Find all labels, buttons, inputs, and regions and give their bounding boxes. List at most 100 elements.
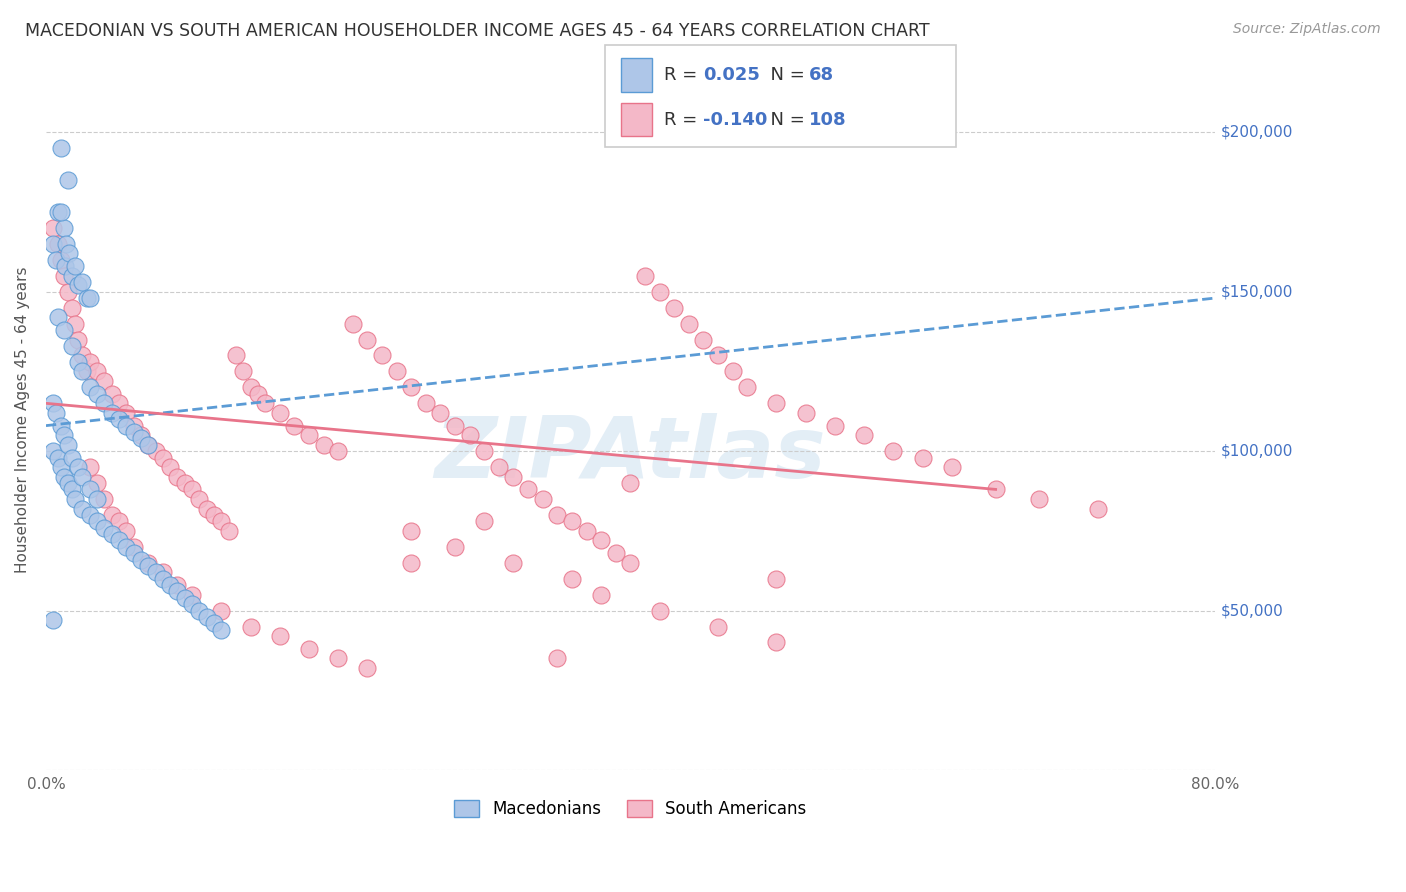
Point [115, 406, 138, 420]
Point [502, 469, 524, 483]
Text: N =: N = [759, 66, 811, 84]
Point [444, 540, 467, 554]
Point [984, 483, 1007, 497]
Point [472, 514, 495, 528]
Y-axis label: Householder Income Ages 45 - 64 years: Householder Income Ages 45 - 64 years [15, 266, 30, 573]
Point [561, 514, 583, 528]
Point [67, 333, 90, 347]
Point [67, 355, 90, 369]
Text: Source: ZipAtlas.com: Source: ZipAtlas.com [1233, 22, 1381, 37]
Point [692, 333, 714, 347]
Legend: Macedonians, South Americans: Macedonians, South Americans [447, 793, 813, 825]
Point [55, 236, 77, 251]
Point [209, 514, 232, 528]
Point [79, 380, 101, 394]
Point [225, 349, 247, 363]
Point [458, 428, 481, 442]
Point [188, 603, 211, 617]
Point [129, 431, 152, 445]
Point [42, 444, 65, 458]
Text: 108: 108 [808, 111, 846, 128]
Point [72, 469, 94, 483]
Point [218, 524, 240, 538]
Point [46, 310, 69, 325]
Point [429, 406, 451, 420]
Point [605, 546, 627, 560]
Point [100, 508, 122, 522]
Point [882, 444, 904, 458]
Point [86, 364, 108, 378]
Point [45, 252, 67, 267]
Point [79, 355, 101, 369]
Point [46, 205, 69, 219]
Point [136, 556, 159, 570]
Point [67, 278, 90, 293]
Point [152, 450, 174, 465]
Point [79, 483, 101, 497]
Point [42, 396, 65, 410]
Point [53, 259, 76, 273]
Point [634, 268, 657, 283]
Text: -0.140: -0.140 [703, 111, 768, 128]
Point [60, 301, 83, 315]
Point [232, 364, 254, 378]
Point [328, 651, 350, 665]
Point [79, 460, 101, 475]
Point [45, 406, 67, 420]
Point [72, 364, 94, 378]
Point [136, 438, 159, 452]
Point [166, 578, 188, 592]
Point [575, 524, 598, 538]
Point [853, 428, 876, 442]
Point [181, 483, 204, 497]
Point [472, 444, 495, 458]
Text: ZIPAtlas: ZIPAtlas [434, 413, 827, 496]
Point [122, 540, 145, 554]
Text: $150,000: $150,000 [1220, 285, 1294, 299]
Point [707, 349, 730, 363]
Point [93, 491, 115, 506]
Point [49, 460, 72, 475]
Point [664, 301, 686, 315]
Point [546, 508, 568, 522]
Point [46, 236, 69, 251]
Point [941, 460, 963, 475]
Point [100, 406, 122, 420]
Point [108, 514, 131, 528]
Point [86, 386, 108, 401]
Point [202, 616, 225, 631]
Point [63, 259, 86, 273]
Point [52, 268, 75, 283]
Point [72, 275, 94, 289]
Point [246, 386, 269, 401]
Point [239, 380, 262, 394]
Point [546, 651, 568, 665]
Point [531, 491, 554, 506]
Point [49, 418, 72, 433]
Point [79, 291, 101, 305]
Point [159, 460, 181, 475]
Point [108, 533, 131, 548]
Point [181, 588, 204, 602]
Point [239, 619, 262, 633]
Point [166, 469, 188, 483]
Point [67, 460, 90, 475]
Point [115, 540, 138, 554]
Point [108, 412, 131, 426]
Point [159, 578, 181, 592]
Point [56, 476, 79, 491]
Point [60, 339, 83, 353]
Point [765, 396, 787, 410]
Point [765, 572, 787, 586]
Point [129, 428, 152, 442]
Point [86, 491, 108, 506]
Point [72, 349, 94, 363]
Point [86, 476, 108, 491]
Point [122, 546, 145, 560]
Point [173, 591, 195, 605]
Point [444, 418, 467, 433]
Text: $50,000: $50,000 [1220, 603, 1284, 618]
Point [56, 285, 79, 299]
Point [72, 501, 94, 516]
Point [79, 508, 101, 522]
